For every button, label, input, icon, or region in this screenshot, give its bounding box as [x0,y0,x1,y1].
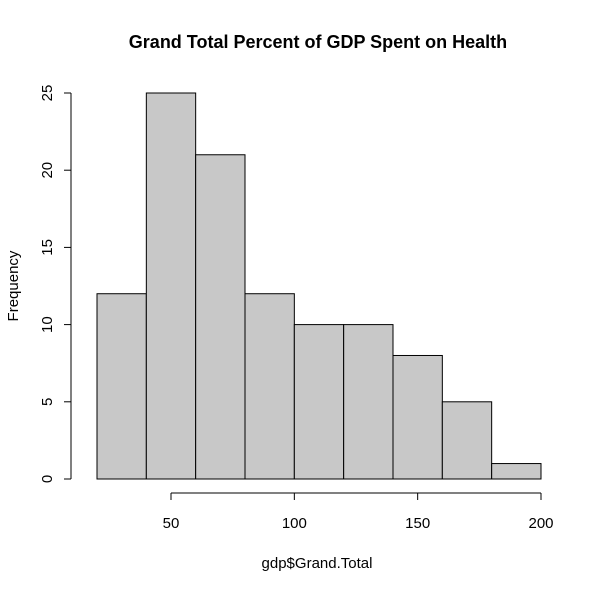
y-tick-label: 20 [39,162,56,179]
histogram-bar-4 [293,324,345,480]
histogram-bar-6 [392,354,443,480]
y-axis-label: Frequency [5,250,22,321]
x-axis-label: gdp$Grand.Total [262,555,373,572]
y-tick-label: 0 [39,475,56,483]
x-tick-label: 150 [405,515,430,532]
y-tick-label: 25 [39,85,56,102]
histogram-bar-1 [145,92,197,480]
histogram-bar-3 [244,293,295,480]
x-tick-label: 50 [163,515,180,532]
y-tick-label: 10 [39,316,56,333]
histogram-bar-8 [491,463,542,480]
x-tick-label: 100 [282,515,307,532]
histogram-bar-2 [195,154,246,480]
histogram-bar-0 [96,293,147,480]
x-axis: 50 100 150 200 [163,492,554,532]
histogram-bar-5 [343,324,394,480]
x-tick-label: 200 [528,515,553,532]
bars-group [96,92,542,480]
chart-title: Grand Total Percent of GDP Spent on Heal… [129,32,507,52]
y-tick-label: 5 [39,398,56,406]
y-tick-label: 15 [39,239,56,256]
histogram-bar-7 [441,401,493,480]
y-axis: 0 5 10 15 20 25 [39,85,72,483]
